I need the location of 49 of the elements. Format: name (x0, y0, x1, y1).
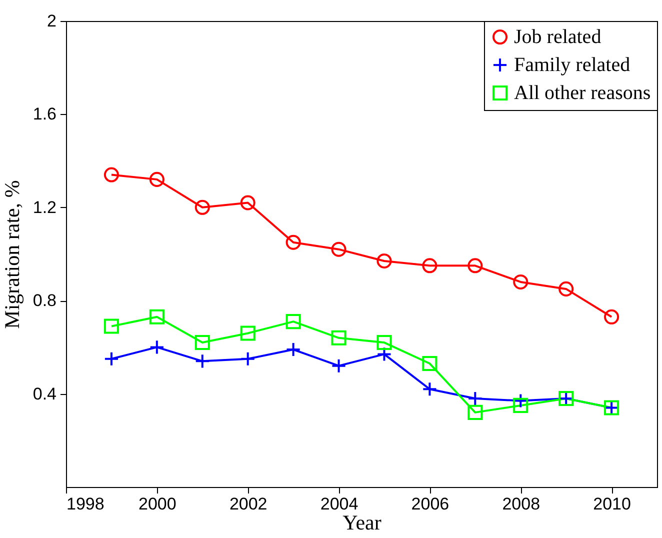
point (149, 309, 164, 324)
point (240, 195, 256, 210)
point (513, 393, 528, 408)
point (468, 390, 483, 406)
y-tick-label: 1.6 (32, 104, 56, 124)
point (331, 330, 346, 346)
point (513, 398, 528, 413)
y-axis-title: Migration rate, % (0, 180, 24, 329)
point (376, 253, 392, 268)
point (604, 309, 620, 324)
legend-label: Family related (514, 54, 630, 76)
y-tick-label: 0.8 (32, 291, 56, 310)
point (104, 167, 119, 182)
point (194, 354, 210, 369)
point (286, 342, 301, 358)
point (194, 335, 210, 350)
point (376, 335, 392, 350)
point (149, 340, 164, 355)
legend-label: Job related (514, 26, 602, 48)
x-tick-label: 2002 (229, 494, 268, 514)
y-tick-label: 2 (47, 12, 56, 30)
point (194, 200, 210, 215)
point (468, 404, 483, 420)
x-tick-label: 2004 (320, 494, 358, 514)
x-tick-label: 2008 (502, 494, 540, 514)
point (286, 314, 301, 330)
x-tick-label: 2006 (411, 494, 450, 514)
point (558, 281, 574, 296)
point (422, 382, 438, 397)
point (331, 242, 346, 257)
point (104, 318, 119, 334)
x-tick-label: 2010 (593, 494, 631, 514)
point (331, 358, 346, 374)
y-tick-label: 0.4 (32, 384, 56, 404)
x-tick-label: 2000 (138, 494, 176, 514)
point (376, 346, 392, 362)
y-tick-label: 1.2 (32, 198, 56, 217)
x-axis-title: Year (342, 510, 382, 534)
legend-label: All other reasons (514, 82, 651, 104)
point (104, 351, 119, 366)
point (240, 351, 256, 366)
point (422, 258, 438, 274)
point (149, 172, 164, 187)
point (513, 274, 528, 290)
point (240, 326, 256, 341)
point (286, 234, 301, 250)
point (422, 356, 438, 372)
point (468, 258, 483, 274)
x-tick-label: 1998 (66, 494, 104, 514)
